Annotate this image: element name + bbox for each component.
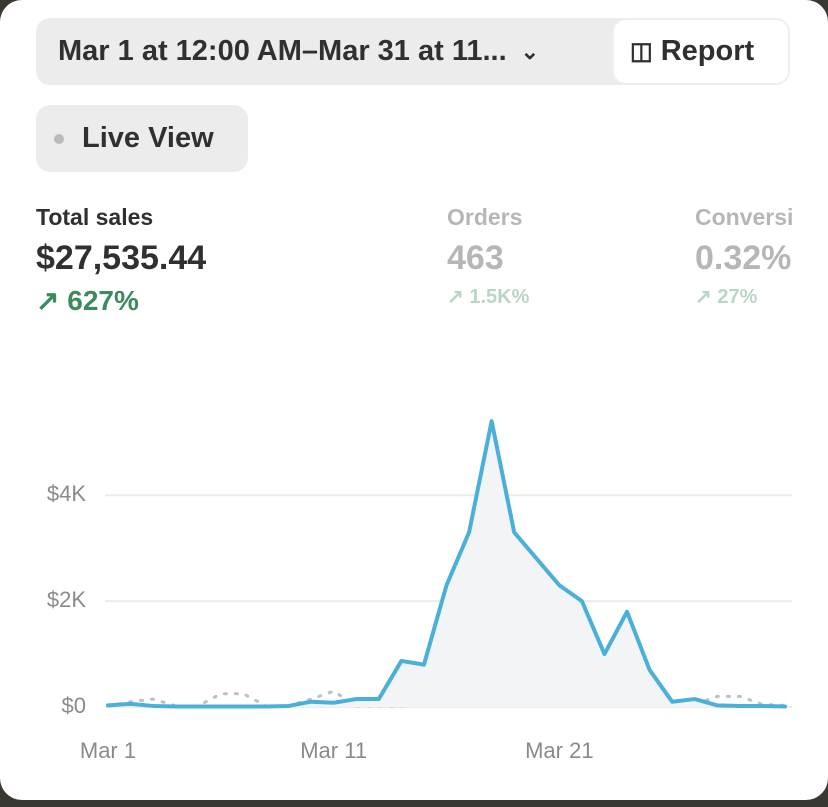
metric-change: ↗ 627% xyxy=(36,285,139,316)
metric-change-text: 1.5K% xyxy=(469,286,530,308)
metric-label: Orders xyxy=(447,204,523,230)
area xyxy=(108,421,785,707)
metric-value: 463 xyxy=(447,239,504,277)
metric-change-text: 627% xyxy=(67,285,139,316)
date-range-text: Mar 1 at 12:00 AM–Mar 31 at 11... xyxy=(58,35,507,67)
report-text: Report xyxy=(660,35,755,67)
y-tick-label: $0 xyxy=(62,693,86,718)
y-tick-label: $2K xyxy=(47,587,86,612)
metric[interactable]: Orders 463 ↗ 1.5K% xyxy=(447,204,529,309)
x-tick-label: Mar 21 xyxy=(525,738,593,763)
x-tick-label: Mar 1 xyxy=(80,738,136,763)
report-button[interactable]: ◫ Report xyxy=(612,18,790,85)
y-tick-label: $4K xyxy=(47,481,86,506)
date-range-button[interactable]: Mar 1 at 12:00 AM–Mar 31 at 11... ⌄ xyxy=(36,18,636,85)
live-view-button[interactable]: Live View xyxy=(36,105,248,172)
metric-change: ↗ 1.5K% xyxy=(447,286,530,308)
metric-change-text: 27% xyxy=(717,286,758,308)
live-view-text: Live View xyxy=(82,122,214,154)
metric-label: Conversi xyxy=(695,204,794,230)
metric[interactable]: Total sales $27,535.44 ↗ 627% xyxy=(36,204,206,317)
live-dot xyxy=(54,133,64,144)
x-tick-label: Mar 11 xyxy=(300,738,367,763)
metric-value: 0.32% xyxy=(695,239,792,277)
metric[interactable]: Conversi 0.32% ↗ 27% xyxy=(695,204,793,309)
metric-label: Total sales xyxy=(36,204,154,230)
metric-value: $27,535.44 xyxy=(36,239,207,277)
metric-change: ↗ 27% xyxy=(695,286,758,308)
line xyxy=(106,419,787,709)
report-icon: ◫ xyxy=(630,38,653,65)
chevron-icon: ⌄ xyxy=(520,38,540,64)
